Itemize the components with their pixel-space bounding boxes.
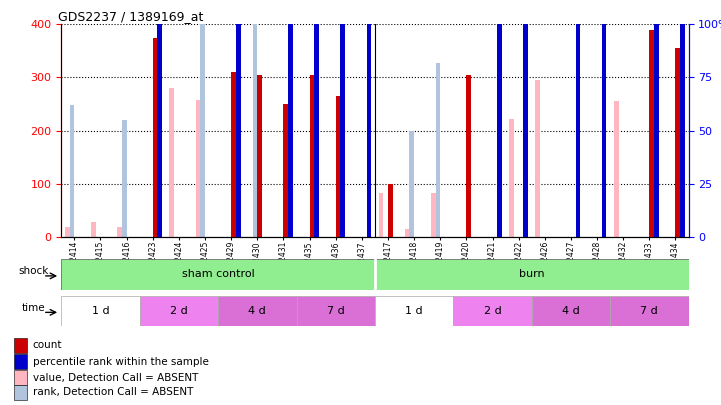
Text: 4 d: 4 d bbox=[562, 306, 580, 316]
Bar bbox=[379, 193, 384, 237]
Bar bbox=[14, 354, 27, 369]
Bar bbox=[431, 193, 435, 237]
Bar bbox=[296, 296, 375, 326]
Bar bbox=[236, 0, 241, 237]
Bar bbox=[404, 229, 410, 237]
Bar bbox=[340, 0, 345, 237]
Bar bbox=[410, 130, 414, 237]
Bar bbox=[200, 0, 205, 237]
Bar bbox=[140, 296, 218, 326]
Bar bbox=[531, 296, 610, 326]
Bar bbox=[61, 296, 140, 326]
Bar bbox=[65, 227, 70, 237]
Bar bbox=[375, 296, 454, 326]
Bar bbox=[153, 38, 157, 237]
Bar bbox=[614, 101, 619, 237]
Bar bbox=[676, 48, 680, 237]
Text: 7 d: 7 d bbox=[327, 306, 345, 316]
Bar bbox=[118, 227, 122, 237]
Text: rank, Detection Call = ABSENT: rank, Detection Call = ABSENT bbox=[32, 387, 193, 397]
Bar bbox=[252, 0, 257, 237]
Text: 4 d: 4 d bbox=[249, 306, 266, 316]
Bar bbox=[169, 88, 174, 237]
Bar bbox=[70, 105, 74, 237]
Text: value, Detection Call = ABSENT: value, Detection Call = ABSENT bbox=[32, 373, 198, 383]
Bar bbox=[610, 296, 689, 326]
Bar bbox=[435, 62, 441, 237]
Text: 7 d: 7 d bbox=[640, 306, 658, 316]
Bar bbox=[466, 75, 471, 237]
Text: 2 d: 2 d bbox=[170, 306, 187, 316]
Bar bbox=[91, 222, 96, 237]
Bar bbox=[14, 338, 27, 353]
Text: burn: burn bbox=[519, 269, 544, 279]
Bar bbox=[231, 72, 236, 237]
Text: 1 d: 1 d bbox=[92, 306, 110, 316]
Bar bbox=[388, 184, 393, 237]
Text: 1 d: 1 d bbox=[405, 306, 423, 316]
Bar bbox=[218, 296, 296, 326]
Bar bbox=[650, 30, 654, 237]
Bar bbox=[61, 259, 375, 290]
Bar bbox=[157, 0, 162, 237]
Bar bbox=[654, 0, 659, 237]
Bar bbox=[14, 370, 27, 385]
Bar bbox=[195, 100, 200, 237]
Bar bbox=[314, 0, 319, 237]
Text: GDS2237 / 1389169_at: GDS2237 / 1389169_at bbox=[58, 10, 203, 23]
Bar bbox=[497, 0, 502, 237]
Bar bbox=[523, 0, 528, 237]
Text: 2 d: 2 d bbox=[484, 306, 501, 316]
Text: sham control: sham control bbox=[182, 269, 255, 279]
Bar bbox=[288, 0, 293, 237]
Bar bbox=[257, 75, 262, 237]
Text: shock: shock bbox=[19, 266, 49, 276]
Bar bbox=[680, 0, 685, 237]
Bar bbox=[336, 96, 340, 237]
Text: percentile rank within the sample: percentile rank within the sample bbox=[32, 356, 208, 367]
Bar bbox=[375, 259, 689, 290]
Text: count: count bbox=[32, 341, 62, 350]
Bar bbox=[454, 296, 531, 326]
Bar bbox=[309, 75, 314, 237]
Bar bbox=[283, 104, 288, 237]
Bar bbox=[122, 120, 127, 237]
Bar bbox=[602, 0, 606, 237]
Bar bbox=[536, 80, 540, 237]
Bar bbox=[575, 0, 580, 237]
Bar bbox=[366, 0, 371, 237]
Bar bbox=[509, 119, 514, 237]
Bar bbox=[14, 385, 27, 400]
Text: time: time bbox=[22, 303, 45, 313]
